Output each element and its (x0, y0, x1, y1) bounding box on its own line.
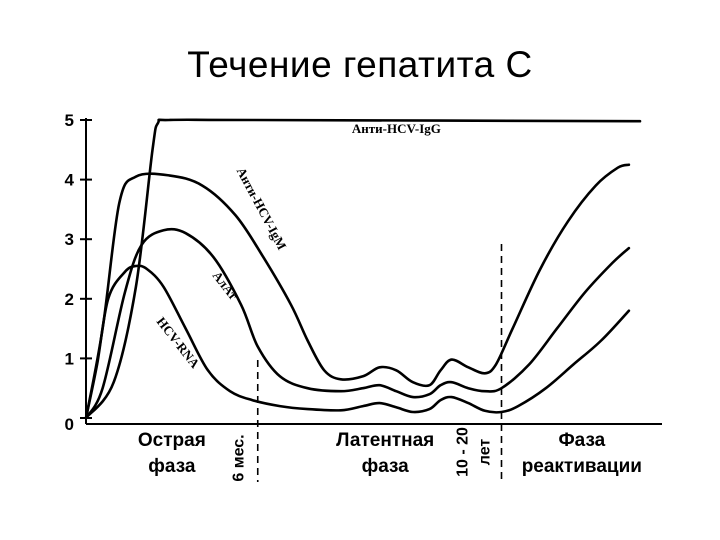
y-tick-label: 5 (65, 111, 74, 130)
boundary-label-6-months: 6 мес. (231, 434, 248, 481)
phase-label-line: фаза (362, 456, 410, 477)
slide-title: Течение гепатита С (187, 44, 533, 85)
y-tick-label: 0 (65, 415, 74, 434)
chart-axes: 0 1 2 3 4 5 (65, 111, 662, 434)
phase-boundaries (256, 244, 503, 482)
series-line-anti-hcv-igm (84, 163, 631, 420)
y-tick-label: 1 (65, 349, 74, 368)
phase-label-line: Латентная (336, 430, 434, 451)
phase-label-line: Острая (138, 430, 206, 451)
y-tick-label: 4 (65, 171, 75, 190)
boundary-labels: 6 мес. 10 - 20 лет (231, 427, 494, 482)
series-line-anti-hcv-igg (84, 118, 642, 420)
boundary-label-years: лет (477, 439, 494, 466)
series-label-anti-hcv-igg: Анти-HCV-IgG (352, 121, 441, 136)
series-line-alat (84, 227, 631, 420)
chart-series (84, 118, 642, 420)
y-tick-label: 2 (65, 290, 74, 309)
boundary-label-years: 10 - 20 (455, 427, 472, 477)
phase-label-line: фаза (148, 456, 196, 477)
series-label-hcv-rna: HCV-RNA (154, 314, 203, 371)
phase-labels: Острая фаза Латентная фаза Фаза реактивации (138, 430, 642, 477)
phase-label-line: реактивации (522, 456, 642, 477)
series-label-anti-hcv-igm: Анти-HCV-IgM (234, 165, 290, 253)
y-tick-label: 3 (65, 230, 74, 249)
series-line-hcv-rna (84, 264, 631, 420)
phase-label-line: Фаза (558, 430, 605, 451)
